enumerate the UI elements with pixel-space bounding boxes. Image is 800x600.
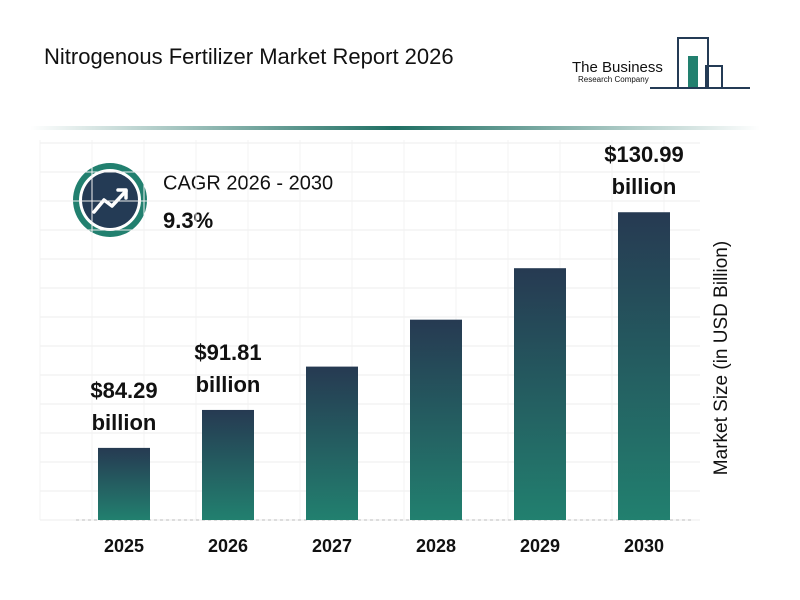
data-label: $130.99 billion [604, 142, 684, 199]
data-label-line: $84.29 [90, 378, 157, 403]
cagr-value: 9.3% [163, 208, 213, 233]
logo-shape [688, 56, 698, 88]
x-tick-label: 2027 [312, 536, 352, 556]
x-tick-label: 2030 [624, 536, 664, 556]
trend-icon [92, 189, 128, 214]
data-label: $91.81 billion [194, 340, 261, 397]
logo-text: Research Company [578, 75, 649, 84]
badge-core [82, 172, 138, 228]
data-label-line: billion [92, 410, 157, 435]
logo-text: The Business [572, 59, 663, 76]
data-label-line: billion [196, 372, 261, 397]
data-label-line: billion [612, 174, 677, 199]
data-label-line: $130.99 [604, 142, 684, 167]
bar [410, 319, 462, 520]
bar [514, 268, 566, 520]
y-axis-label: Market Size (in USD Billion) [711, 241, 732, 475]
x-tick-label: 2026 [208, 536, 248, 556]
chart-title: Nitrogenous Fertilizer Market Report 202… [44, 44, 454, 69]
divider [30, 126, 760, 130]
x-tick-label: 2025 [104, 536, 144, 556]
data-label: $84.29 billion [90, 378, 157, 435]
bar [98, 447, 150, 520]
bar [618, 212, 670, 520]
x-tick-label: 2029 [520, 536, 560, 556]
trend-icon [116, 188, 128, 200]
cagr-badge [73, 163, 147, 237]
data-label-line: $91.81 [194, 340, 261, 365]
x-tick-label: 2028 [416, 536, 456, 556]
bar [306, 366, 358, 520]
logo: The Business Research Company [572, 37, 750, 89]
bar [202, 409, 254, 520]
